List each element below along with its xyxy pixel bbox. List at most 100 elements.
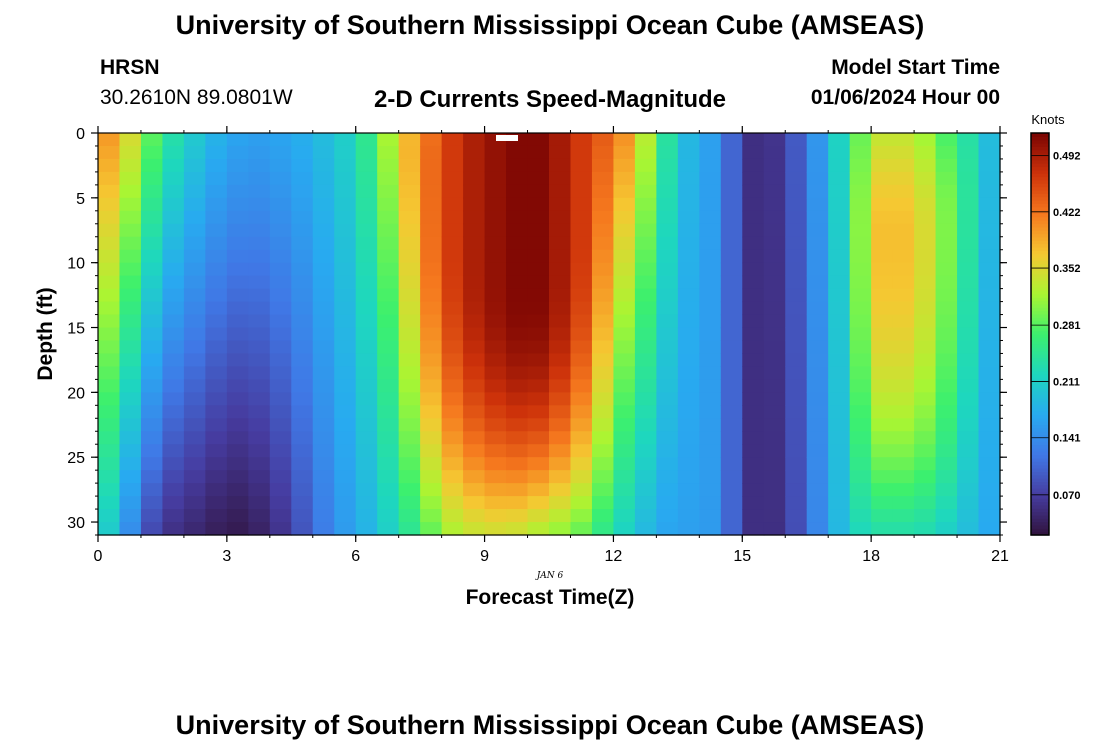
heatmap-cell — [205, 496, 228, 510]
heatmap-cell — [484, 158, 507, 173]
heatmap-cell — [527, 431, 550, 445]
heatmap-cell — [291, 431, 314, 445]
heatmap-cell — [634, 405, 657, 419]
x-axis: 0 3 6 9 12 15 18 21 — [94, 126, 1009, 565]
heatmap-cell — [506, 236, 529, 251]
colorbar-segment — [1031, 233, 1049, 238]
heatmap-cell — [162, 509, 185, 523]
heatmap-cell — [742, 249, 765, 264]
heatmap-cell — [892, 145, 915, 160]
heatmap-cell — [98, 223, 121, 238]
heatmap-cell — [914, 522, 937, 536]
heatmap-cell — [183, 133, 206, 147]
heatmap-cell — [828, 249, 851, 264]
heatmap-cell — [978, 340, 1001, 355]
heatmap-cell — [441, 210, 464, 225]
heatmap-cell — [248, 184, 271, 199]
heatmap-cell — [248, 509, 271, 523]
heatmap-cell — [871, 353, 894, 368]
heatmap-cell — [914, 210, 937, 225]
heatmap-cell — [398, 444, 421, 458]
colorbar-segment — [1031, 397, 1049, 402]
heatmap-cell — [763, 184, 786, 199]
heatmap-cell — [162, 301, 185, 316]
heatmap-cell — [720, 314, 743, 329]
heatmap-cell — [355, 392, 378, 406]
colorbar-segment — [1031, 320, 1049, 325]
heatmap-cell — [484, 522, 507, 536]
heatmap-cell — [312, 405, 335, 419]
heatmap-cell — [720, 262, 743, 277]
heatmap-cell — [162, 197, 185, 212]
heatmap-cell — [463, 184, 486, 199]
heatmap-cell — [506, 340, 529, 355]
heatmap-cell — [634, 184, 657, 199]
heatmap-cell — [162, 158, 185, 173]
heatmap-cell — [506, 262, 529, 277]
heatmap-cell — [806, 197, 829, 212]
heatmap-cell — [248, 496, 271, 510]
heatmap-cell — [763, 470, 786, 484]
heatmap-cell — [634, 418, 657, 432]
heatmap-cell — [914, 353, 937, 368]
heatmap-cell — [312, 262, 335, 277]
heatmap-cell — [677, 470, 700, 484]
heatmap-cell — [613, 431, 636, 445]
date-label: JAN 6 — [535, 571, 564, 581]
heatmap-cell — [677, 249, 700, 264]
bottom-title: University of Southern Mississippi Ocean… — [175, 710, 925, 740]
heatmap-cell — [463, 145, 486, 160]
heatmap-cell — [613, 496, 636, 510]
heatmap-cell — [334, 210, 357, 225]
heatmap-cell — [656, 262, 679, 277]
heatmap-cell — [634, 340, 657, 355]
heatmap-cell — [291, 288, 314, 303]
heatmap-cell — [892, 483, 915, 497]
heatmap-cell — [140, 249, 164, 264]
heatmap-cell — [269, 184, 292, 199]
heatmap-cell — [420, 223, 443, 238]
heatmap-cell — [549, 470, 572, 484]
heatmap-cell — [183, 496, 206, 510]
heatmap-cell — [183, 210, 206, 225]
heatmap-cell — [549, 314, 572, 329]
heatmap-cell — [935, 405, 958, 419]
heatmap-cell — [720, 275, 743, 290]
heatmap-cell — [269, 223, 292, 238]
heatmap-cell — [355, 275, 378, 290]
heatmap-cell — [119, 353, 142, 368]
heatmap-cell — [377, 197, 400, 212]
heatmap-cell — [549, 496, 572, 510]
colorbar-segment — [1031, 380, 1049, 385]
heatmap-cell — [699, 522, 722, 536]
heatmap-cell — [527, 392, 550, 406]
heatmap-cell — [119, 470, 142, 484]
heatmap-cell — [978, 444, 1001, 458]
heatmap-cell — [978, 353, 1001, 368]
heatmap-cell — [591, 184, 615, 199]
heatmap-cell — [914, 197, 937, 212]
heatmap-cell — [742, 379, 765, 393]
heatmap-cell — [828, 496, 851, 510]
heatmap-cell — [591, 457, 615, 471]
heatmap-cell — [656, 249, 679, 264]
heatmap-cell — [957, 171, 980, 186]
heatmap-cell — [785, 301, 808, 316]
heatmap-cell — [892, 444, 915, 458]
heatmap-cell — [205, 483, 228, 497]
heatmap-cell — [119, 418, 142, 432]
heatmap-cell — [978, 236, 1001, 251]
colorbar-segment — [1031, 374, 1049, 379]
heatmap-cell — [613, 275, 636, 290]
heatmap-cell — [377, 483, 400, 497]
heatmap-cell — [248, 158, 271, 173]
heatmap-cell — [570, 509, 593, 523]
heatmap-cell — [463, 262, 486, 277]
heatmap-cell — [892, 470, 915, 484]
heatmap-cell — [570, 262, 593, 277]
heatmap-cell — [871, 210, 894, 225]
heatmap-cell — [957, 392, 980, 406]
heatmap-cell — [226, 275, 249, 290]
heatmap-cell — [205, 405, 228, 419]
heatmap-cell — [957, 353, 980, 368]
